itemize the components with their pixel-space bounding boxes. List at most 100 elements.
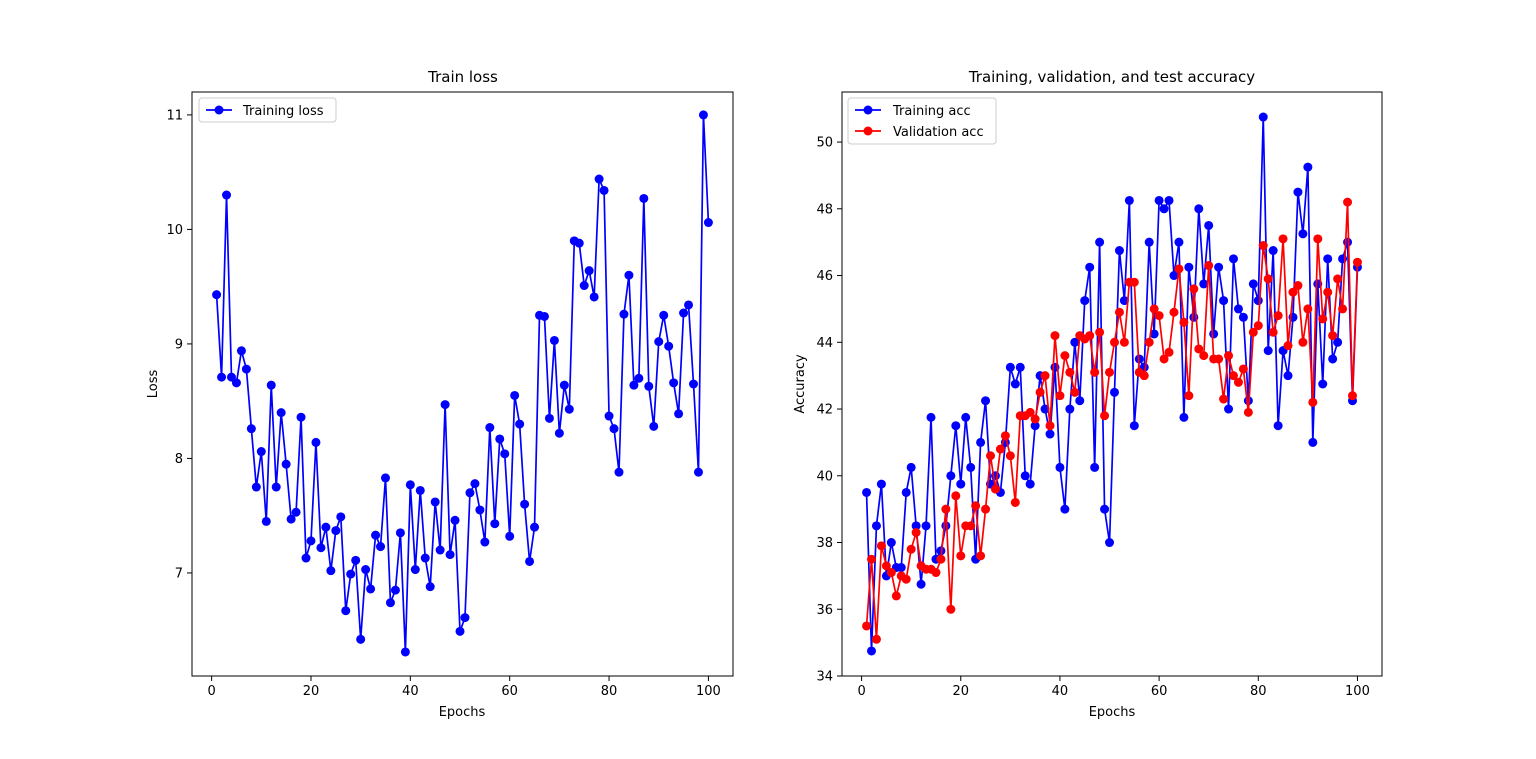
data-point — [515, 419, 525, 429]
data-point — [231, 378, 241, 388]
data-point — [1352, 257, 1362, 267]
data-point — [1090, 462, 1100, 472]
data-point — [1288, 287, 1298, 297]
data-point — [520, 499, 530, 509]
loss-chart: Train loss 0 20 40 60 80 100 7 8 9 10 11 Epochs Lo… — [146, 68, 734, 720]
data-point — [1020, 471, 1030, 481]
data-point — [1333, 337, 1343, 347]
data-point — [251, 482, 261, 492]
data-point — [222, 190, 232, 200]
data-point — [1000, 431, 1010, 441]
x-axis-label: Epochs — [1089, 705, 1136, 720]
data-point — [371, 530, 381, 540]
data-point — [1105, 367, 1115, 377]
data-point — [485, 423, 495, 433]
data-point — [995, 444, 1005, 454]
data-point — [684, 300, 694, 310]
data-point — [1100, 411, 1110, 421]
data-point — [659, 310, 669, 320]
data-point — [450, 515, 460, 525]
data-point — [1219, 296, 1229, 306]
data-point — [281, 459, 291, 469]
data-point — [1149, 329, 1159, 339]
data-point — [1303, 304, 1313, 314]
data-point — [1085, 262, 1095, 272]
data-point — [1273, 421, 1283, 431]
data-point — [331, 526, 341, 536]
data-point — [976, 437, 986, 447]
data-point — [1030, 414, 1040, 424]
data-point — [1060, 351, 1070, 361]
data-point — [703, 218, 713, 228]
data-point — [336, 512, 346, 522]
data-point — [1075, 396, 1085, 406]
x-tick-label: 40 — [402, 684, 419, 699]
data-point — [906, 462, 916, 472]
data-point — [1283, 341, 1293, 351]
series-line — [215, 114, 710, 653]
data-point — [1045, 421, 1055, 431]
data-point — [886, 568, 896, 578]
axes-frame — [841, 91, 1383, 677]
y-tick-label: 9 — [175, 337, 183, 352]
y-tick-label: 11 — [166, 108, 183, 123]
data-point — [510, 390, 520, 400]
legend-label: Training acc — [892, 104, 971, 119]
chart-title: Train loss — [427, 68, 498, 86]
data-point — [1154, 195, 1164, 205]
x-tick-label: 40 — [1052, 684, 1069, 699]
data-point — [405, 480, 415, 490]
x-axis-label: Epochs — [439, 705, 486, 720]
data-point — [1194, 204, 1204, 214]
data-point — [1144, 237, 1154, 247]
data-point — [1015, 362, 1025, 372]
data-point — [971, 501, 981, 511]
data-point — [276, 408, 286, 418]
legend-box — [198, 97, 337, 123]
data-point — [1248, 279, 1258, 289]
data-point — [549, 335, 559, 345]
data-point — [1209, 329, 1219, 339]
data-point — [1328, 331, 1338, 341]
data-point — [1323, 287, 1333, 297]
data-point — [445, 550, 455, 560]
legend-label: Training loss — [242, 104, 324, 119]
data-point — [664, 341, 674, 351]
data-point — [946, 604, 956, 614]
data-point — [604, 411, 614, 421]
data-point — [867, 646, 876, 656]
y-tick-label: 50 — [816, 136, 833, 151]
data-point — [1169, 271, 1179, 281]
data-point — [410, 565, 420, 575]
data-point — [1055, 462, 1065, 472]
legend-label: Validation acc — [893, 125, 984, 140]
legend-box — [847, 97, 997, 145]
data-point — [584, 266, 594, 276]
data-point — [1263, 274, 1273, 284]
data-point — [1214, 262, 1224, 272]
data-point — [1010, 379, 1020, 389]
data-point — [261, 516, 271, 526]
data-point — [440, 400, 450, 410]
data-point — [609, 424, 619, 434]
data-point — [480, 537, 490, 547]
data-point — [1179, 412, 1189, 422]
data-point — [871, 521, 881, 531]
data-point — [1343, 197, 1353, 207]
data-point — [990, 484, 1000, 494]
data-point — [351, 555, 361, 565]
data-point — [669, 378, 679, 388]
data-point — [1090, 367, 1100, 377]
data-point — [1040, 371, 1050, 381]
data-point — [1238, 312, 1248, 322]
data-point — [286, 514, 296, 524]
data-point — [867, 554, 876, 564]
data-point — [1298, 229, 1308, 239]
data-point — [530, 522, 540, 532]
data-point — [1333, 274, 1343, 284]
data-point — [1199, 279, 1209, 289]
data-point — [619, 309, 629, 319]
data-point — [1248, 327, 1258, 337]
data-point — [1199, 351, 1209, 361]
data-point — [1159, 204, 1169, 214]
